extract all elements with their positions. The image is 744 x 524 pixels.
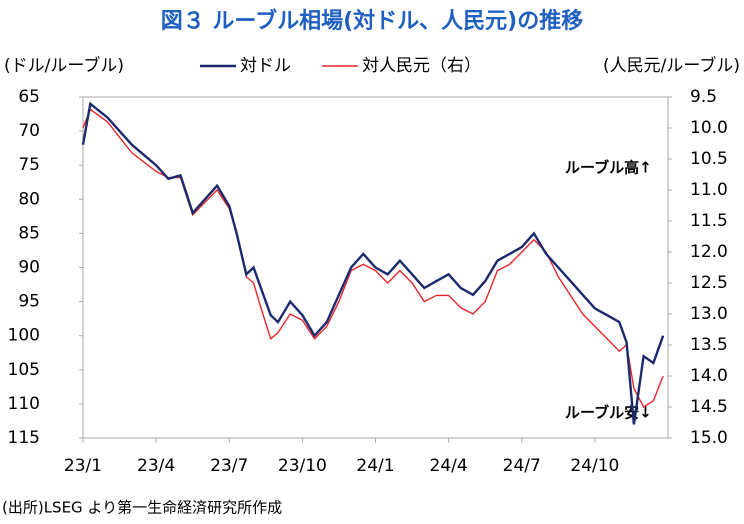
chart-title: 図３ ルーブル相場(対ドル、人民元)の推移 [161, 8, 583, 34]
y-tick-label: 90 [18, 258, 40, 278]
y-tick-label: 85 [18, 223, 40, 243]
x-tick-label: 23/4 [137, 456, 175, 476]
x-tick-label: 24/4 [430, 456, 468, 476]
y2-tick-label: 15.0 [690, 428, 728, 448]
y2-tick-label: 11.0 [690, 180, 728, 200]
y-axis-label: (ドル/ルーブル) [4, 55, 124, 76]
legend-label: 対ドル [240, 56, 291, 76]
annotation: ルーブル高↑ [565, 159, 652, 177]
y2-tick-label: 14.5 [690, 397, 728, 417]
y-tick-label: 75 [18, 155, 40, 175]
data-line [82, 108, 664, 408]
y2-tick-label: 12.0 [690, 242, 728, 262]
annotation: ルーブル安↓ [565, 404, 652, 422]
y2-tick-label: 10.5 [690, 149, 728, 169]
x-tick-label: 24/1 [356, 456, 394, 476]
x-tick-label: 23/1 [64, 456, 102, 476]
y-tick-label: 110 [8, 394, 40, 414]
y2-tick-label: 9.5 [690, 87, 717, 107]
y2-tick-label: 12.5 [690, 273, 728, 293]
y2-tick-label: 14.0 [690, 366, 728, 386]
y2-tick-label: 10.0 [690, 118, 728, 138]
y-tick-label: 80 [18, 189, 40, 209]
y-tick-label: 100 [8, 326, 40, 346]
y2-tick-label: 11.5 [690, 211, 728, 231]
y-tick-label: 95 [18, 292, 40, 312]
x-tick-label: 24/10 [570, 456, 619, 476]
legend-label: 対人民元（右） [362, 56, 481, 76]
y-tick-label: 115 [8, 428, 40, 448]
x-tick-label: 23/7 [210, 456, 248, 476]
y-tick-label: 65 [18, 87, 40, 107]
y2-tick-label: 13.5 [690, 335, 728, 355]
y-tick-label: 105 [8, 360, 40, 380]
y-tick-label: 70 [18, 121, 40, 141]
data-line [81, 101, 665, 425]
y2-axis-label: (人民元/ルーブル) [603, 55, 740, 76]
x-tick-label: 24/7 [503, 456, 541, 476]
source-note: (出所)LSEG より第一生命経済研究所作成 [2, 499, 282, 517]
x-tick-label: 23/10 [278, 456, 327, 476]
y2-tick-label: 13.0 [690, 304, 728, 324]
